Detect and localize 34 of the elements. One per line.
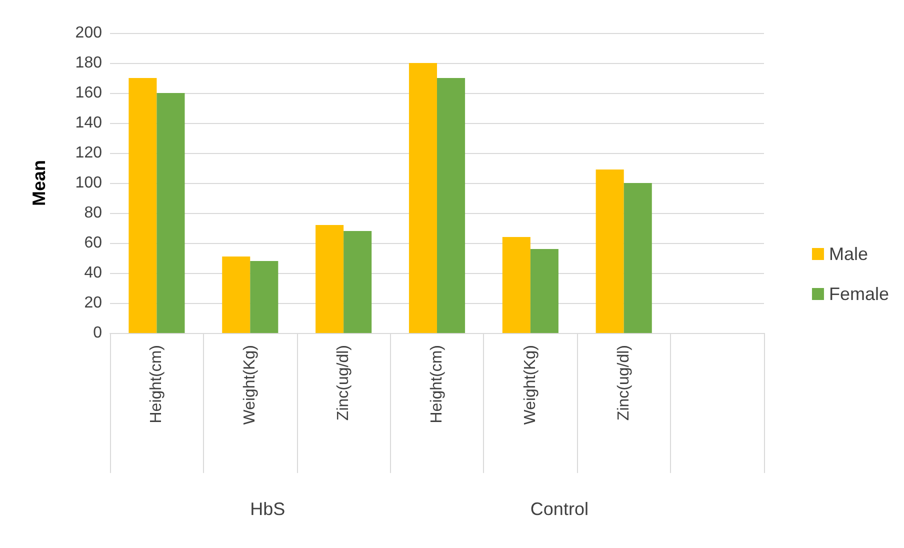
y-tick-label: 0 [93,324,102,342]
text: HbS [250,499,286,519]
bar [344,231,372,333]
x-tick-label: Height(cm) [428,345,446,424]
x-tick-label: Zinc(ug/dl) [615,345,632,421]
x-tick-label: Height(cm) [148,345,166,424]
bar [437,78,466,333]
legend-label: Female [828,284,890,304]
y-tick-label: 60 [84,234,102,252]
y-tick-label: 100 [75,174,102,192]
x-tick-label: Zinc(ug/dl) [335,345,352,421]
y-tick-label: 120 [75,144,102,162]
y-tick-label: 180 [75,54,102,72]
bar [222,256,250,333]
y-tick-label: 160 [75,84,102,102]
legend-label: Male [828,244,868,264]
bar [408,63,437,333]
bar [250,261,278,333]
y-tick-label: 80 [84,204,102,222]
text: Control [530,499,588,519]
bar [530,249,558,333]
bar [316,225,344,333]
bar [624,183,652,333]
bar [596,170,624,333]
y-tick-label: 140 [75,114,102,132]
x-tick-label: Weight(Kg) [242,345,259,425]
y-tick-label: 200 [75,24,102,42]
y-tick-label: 40 [84,264,102,282]
x-tick-label: Weight(Kg) [522,345,539,425]
bar [156,93,185,333]
y-tick-label: 20 [84,294,102,312]
bar [502,237,530,333]
y-axis-title: Mean [29,160,49,206]
bar [128,78,157,333]
